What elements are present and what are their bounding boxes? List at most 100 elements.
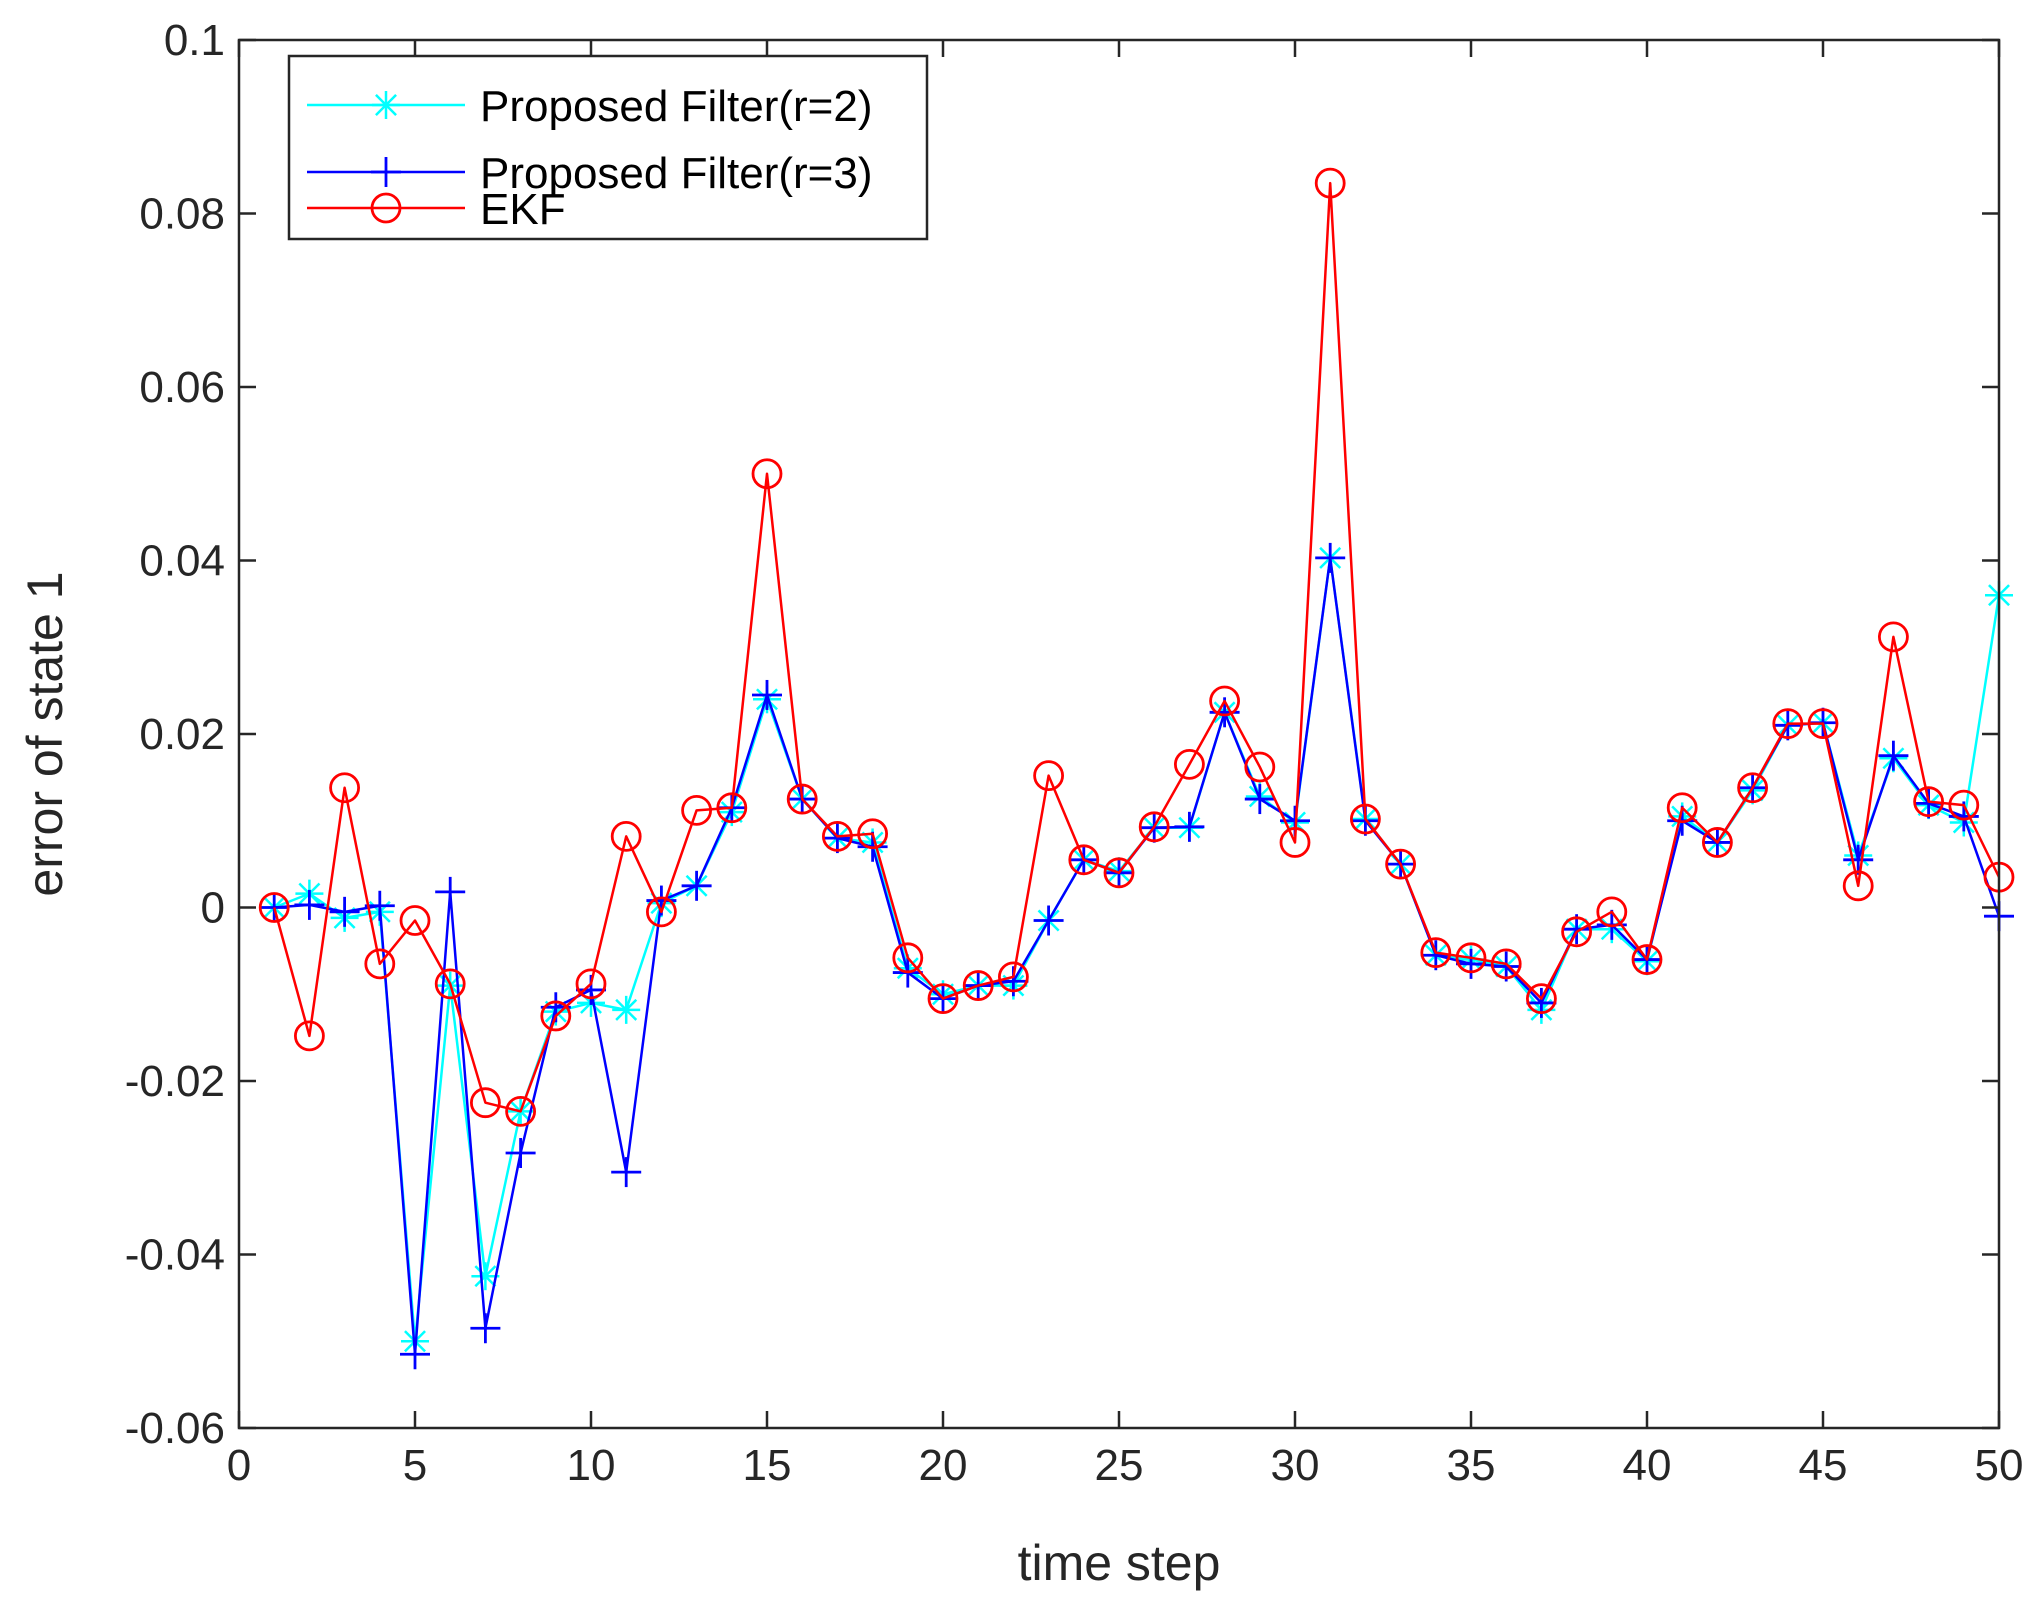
data-point-marker [1807,708,1839,739]
data-point-marker [1033,760,1064,792]
data-point-marker [1666,792,1698,824]
y-tick-label: 0 [201,884,225,933]
y-axis-title: error of state 1 [17,571,73,896]
data-point-marker [892,942,924,974]
data-point-marker [1315,542,1346,573]
data-point-marker [575,968,607,1000]
data-point-marker [1948,789,1980,821]
data-point-marker [1068,844,1100,876]
data-point-marker [1174,811,1205,842]
data-point-marker [998,961,1029,993]
x-tick-label: 35 [1447,1441,1496,1490]
y-tick-label: 0.08 [139,190,225,239]
data-point-marker [364,890,395,921]
data-point-marker [1702,827,1733,858]
x-tick-label: 20 [919,1441,968,1490]
y-tick-label: 0.04 [139,537,225,586]
data-point-marker [1913,786,1944,818]
x-tick-label: 50 [1975,1441,2024,1490]
data-point-marker [1772,708,1804,739]
data-point-marker [1385,848,1416,880]
legend-marker-ekf [370,192,402,224]
x-tick-label: 40 [1623,1441,1672,1490]
data-point-marker [752,679,782,710]
y-tick-label: 0.06 [139,363,225,412]
series-2 [258,167,2015,1127]
y-tick-label: -0.02 [125,1057,225,1106]
data-point-marker [1631,944,1663,975]
data-point-marker [400,1339,430,1370]
data-point-marker [1490,948,1522,980]
x-tick-label: 30 [1271,1441,1320,1490]
data-point-marker [1103,857,1135,889]
data-point-marker [1138,811,1170,843]
data-point-marker [822,820,853,852]
data-point-marker [857,818,888,850]
data-point-marker [1033,905,1064,936]
data-point-marker [1455,942,1487,974]
data-point-marker [470,1313,501,1344]
y-tick-label: 0.02 [139,710,225,759]
ticks-layer: 0 5 10 15 20 25 30 35 40 45 50 -0.06 -0.04 -0.02 0 0.02… [125,16,2024,1490]
data-point-marker [1843,844,1874,875]
data-point-marker [1526,983,1557,1014]
data-point-marker [293,1020,325,1052]
data-point-marker [681,870,712,901]
series-line [272,181,2001,1113]
data-point-marker [1842,870,1874,902]
data-point-marker [505,1095,536,1127]
legend-label-r2: Proposed Filter(r=2) [480,82,872,131]
series-layer [258,167,2015,1370]
data-point-marker [372,91,400,119]
data-point-marker [294,889,325,920]
data-point-marker [1596,896,1628,928]
data-point-marker [258,892,290,923]
x-tick-label: 15 [743,1441,792,1490]
data-point-marker [370,192,402,224]
data-point-marker [435,876,466,907]
data-point-marker [646,896,677,928]
data-point-marker [1456,948,1486,979]
x-tick-label: 45 [1799,1441,1848,1490]
data-point-marker [1209,685,1240,717]
data-point-marker [329,896,360,927]
data-point-marker [540,1000,572,1032]
data-point-marker [1279,827,1311,858]
data-point-marker [1314,167,1346,199]
data-point-marker [364,948,396,980]
data-point-marker [822,823,853,854]
data-point-marker [751,458,783,490]
y-tick-label: 0.1 [164,16,225,65]
data-point-marker [1350,803,1381,835]
data-point-marker [681,794,712,826]
data-point-marker [1737,772,1768,804]
legend-marker-r2 [372,91,400,119]
data-point-marker [1174,748,1205,780]
data-point-marker [927,983,959,1014]
y-tick-label: -0.04 [125,1231,225,1280]
data-point-marker [610,820,642,852]
x-tick-label: 5 [403,1441,427,1490]
x-tick-label: 10 [567,1441,616,1490]
data-point-marker [329,772,361,804]
data-point-marker [1878,621,1909,653]
data-point-marker [1561,916,1592,948]
plot-area [239,40,1999,1428]
x-tick-label: 25 [1095,1441,1144,1490]
x-axis-title: time step [1018,1535,1221,1591]
data-point-marker [1244,784,1275,815]
legend-marker-r3 [371,157,401,187]
data-point-marker [611,1157,642,1188]
data-point-marker [434,968,466,1000]
data-point-marker [371,157,401,187]
data-point-marker [786,783,818,815]
data-point-marker [612,995,641,1024]
data-point-marker [962,970,994,1001]
x-tick-label: 0 [227,1441,251,1490]
data-point-marker [399,905,431,936]
legend: Proposed Filter(r=2) Proposed Filter(r=3… [287,54,929,241]
data-point-marker [469,1087,501,1119]
data-point-marker [1244,751,1276,783]
data-point-marker [1878,740,1909,771]
